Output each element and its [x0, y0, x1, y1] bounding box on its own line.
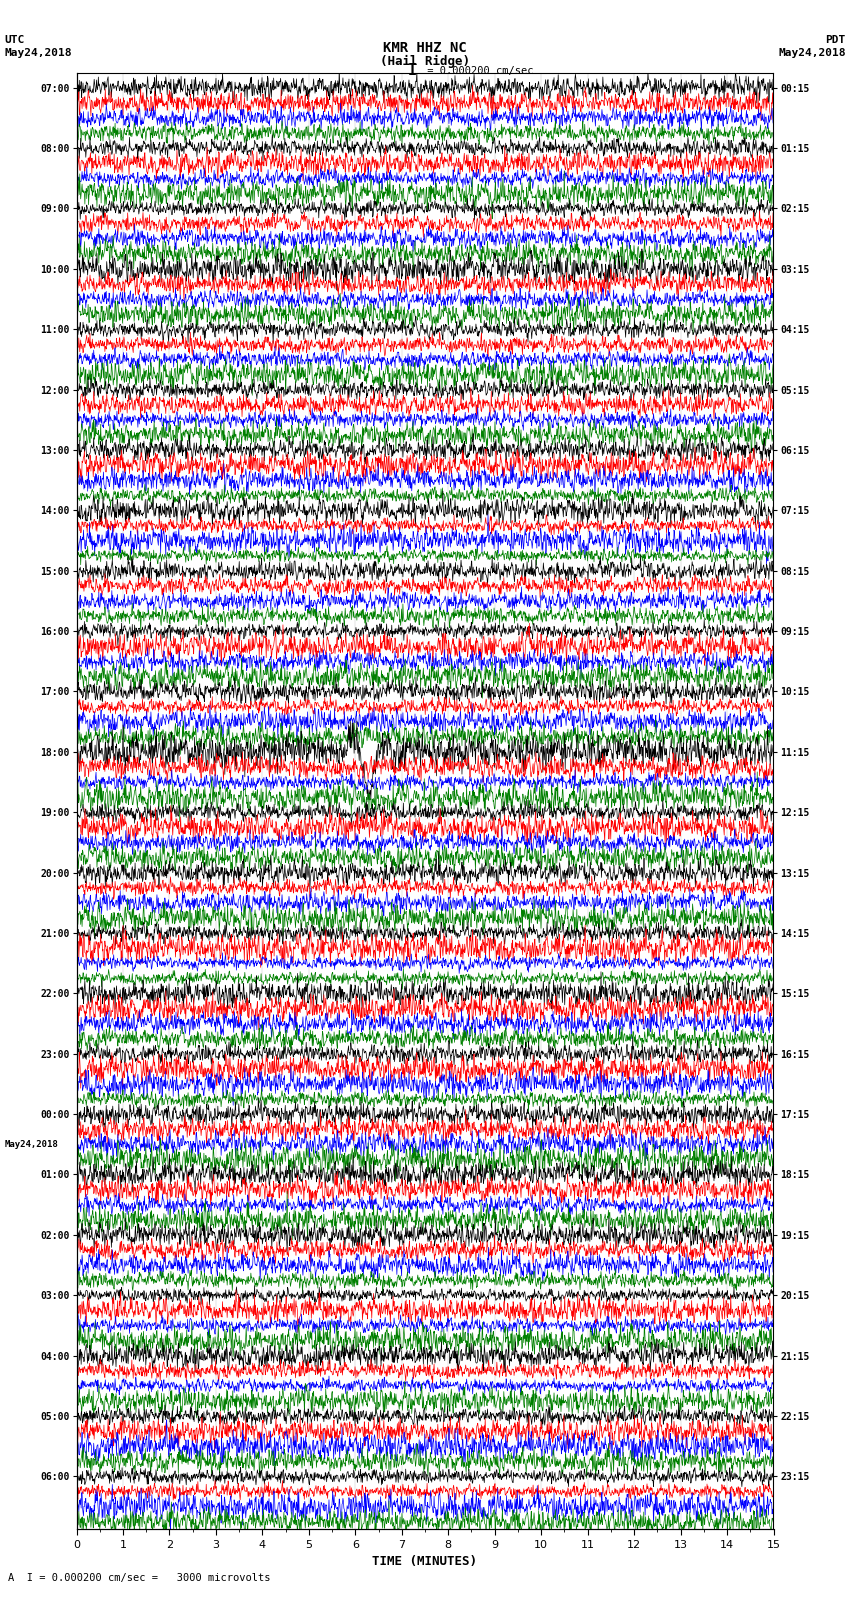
- Text: A  I = 0.000200 cm/sec =   3000 microvolts: A I = 0.000200 cm/sec = 3000 microvolts: [8, 1573, 271, 1582]
- Text: = 0.000200 cm/sec: = 0.000200 cm/sec: [421, 66, 533, 76]
- Text: UTC: UTC: [4, 35, 25, 45]
- Text: May24,2018: May24,2018: [4, 1140, 58, 1148]
- Text: KMR HHZ NC: KMR HHZ NC: [383, 42, 467, 55]
- Text: PDT: PDT: [825, 35, 846, 45]
- Text: I: I: [408, 63, 416, 79]
- X-axis label: TIME (MINUTES): TIME (MINUTES): [372, 1555, 478, 1568]
- Text: (Hail Ridge): (Hail Ridge): [380, 55, 470, 68]
- Text: May24,2018: May24,2018: [4, 48, 71, 58]
- Text: May24,2018: May24,2018: [779, 48, 846, 58]
